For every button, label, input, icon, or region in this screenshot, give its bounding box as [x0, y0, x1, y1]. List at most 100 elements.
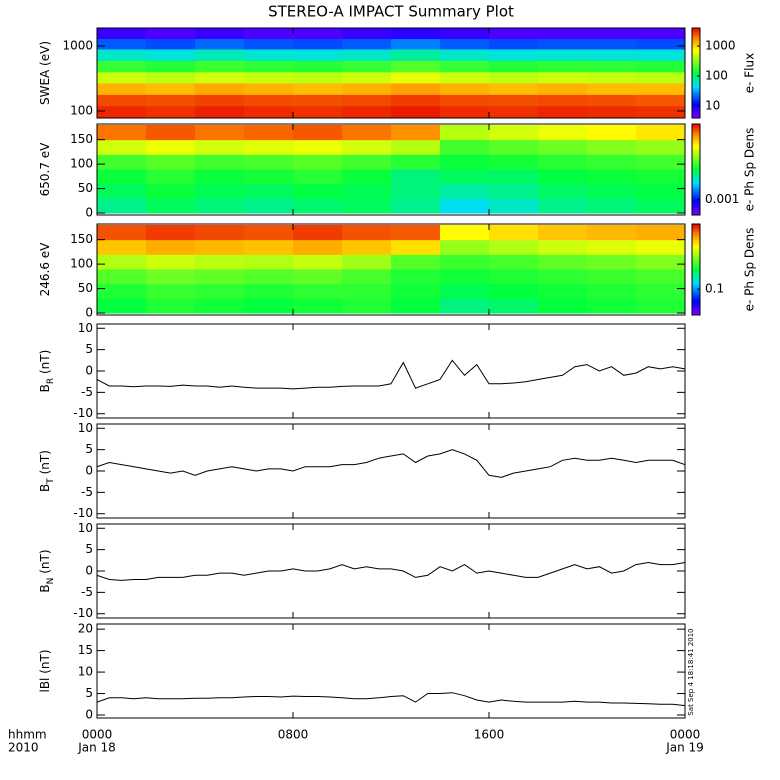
y-label-text: B: [38, 584, 52, 592]
heatmap-cell: [97, 94, 147, 107]
x-tick-label: 0800: [278, 728, 309, 742]
y-label-unit: (nT): [38, 450, 52, 474]
colorbar: [691, 123, 701, 216]
heatmap-cell: [538, 154, 588, 170]
heatmap-cell: [391, 139, 441, 155]
heatmap-cell: [440, 269, 490, 285]
heatmap-cell: [489, 105, 539, 118]
heatmap-cell: [293, 224, 343, 241]
heatmap-cell: [146, 283, 196, 299]
x-axis-year: 2010: [8, 741, 39, 755]
heatmap-cell: [636, 28, 685, 40]
y-tick-label: 5: [85, 686, 93, 700]
heatmap-cell: [391, 298, 441, 314]
heatmap-cell: [146, 28, 196, 40]
heatmap-cell: [489, 154, 539, 170]
data-line: [97, 449, 685, 478]
heatmap-cell: [489, 224, 539, 241]
heatmap-cell: [489, 139, 539, 155]
heatmap-cell: [489, 198, 539, 214]
x-tick-label: 0000: [82, 728, 113, 742]
heatmap-cell: [489, 38, 539, 50]
heatmap-cell: [146, 269, 196, 285]
heatmap-cell: [146, 239, 196, 255]
heatmap-cell: [195, 254, 245, 270]
heatmap-cell: [146, 38, 196, 50]
heatmap-cell: [342, 154, 392, 170]
heatmap-cell: [587, 105, 637, 118]
y-tick-label: 5: [85, 542, 93, 556]
heatmap-cell: [97, 269, 147, 285]
heatmap-cell: [195, 154, 245, 170]
heatmap-cell: [538, 183, 588, 199]
colorbar-tick-label: 0.1: [705, 282, 724, 296]
heatmap-cell: [538, 71, 588, 84]
y-axis-label: BR (nT): [38, 350, 56, 393]
heatmap-cell: [342, 269, 392, 285]
heatmap-cell: [97, 48, 147, 61]
heatmap-cell: [489, 239, 539, 255]
heatmap-cell: [97, 71, 147, 84]
y-label-unit: (nT): [38, 549, 52, 573]
heatmap-cell: [489, 82, 539, 95]
heatmap-cell: [636, 254, 685, 270]
y-label-text: 650.7 eV: [38, 142, 52, 197]
y-tick-label: 100: [70, 257, 93, 271]
y-tick-label: -5: [81, 585, 93, 599]
x-tick-label: 1600: [474, 728, 505, 742]
y-label-text: lBl (nT): [38, 649, 52, 692]
heatmap-cell: [97, 60, 147, 73]
heatmap-cell: [293, 154, 343, 170]
heatmap-cell: [440, 48, 490, 61]
heatmap-cell: [97, 124, 147, 141]
heatmap-cell: [97, 169, 147, 185]
heatmap-cell: [538, 124, 588, 141]
heatmap-cell: [146, 154, 196, 170]
colorbar-label: e- Flux: [743, 53, 757, 93]
heatmap-cell: [293, 183, 343, 199]
heatmap-cell: [146, 254, 196, 270]
heatmap-cell: [636, 82, 685, 95]
heatmap-cell: [587, 298, 637, 314]
y-tick-label: 0: [85, 464, 93, 478]
heatmap-cell: [489, 71, 539, 84]
heatmap-cell: [342, 71, 392, 84]
heatmap-cell: [538, 94, 588, 107]
heatmap-cell: [391, 94, 441, 107]
y-tick-label: 1000: [62, 38, 93, 52]
heatmap-cell: [146, 60, 196, 73]
heatmap-cell: [587, 139, 637, 155]
y-axis-label: 246.6 eV: [38, 242, 52, 297]
heatmap-cell: [195, 105, 245, 118]
heatmap-cell: [342, 283, 392, 299]
heatmap-cell: [440, 169, 490, 185]
heatmap-cell: [244, 298, 294, 314]
heatmap-cell: [195, 239, 245, 255]
heatmap-cell: [636, 139, 685, 155]
x-axis-label: hhmm: [8, 728, 47, 742]
heatmap-cell: [146, 124, 196, 141]
heatmap-cell: [391, 105, 441, 118]
heatmap-cell: [342, 239, 392, 255]
y-tick-label: 20: [78, 622, 93, 636]
heatmap-cell: [146, 183, 196, 199]
y-tick-label: -10: [73, 406, 93, 420]
heatmap-cell: [293, 169, 343, 185]
heatmap-cell: [97, 183, 147, 199]
heatmap-cell: [538, 239, 588, 255]
heatmap-cell: [489, 269, 539, 285]
heatmap-cell: [440, 198, 490, 214]
heatmap-cell: [440, 183, 490, 199]
colorbar-tick-label: 10: [705, 99, 720, 113]
heatmap-cell: [636, 94, 685, 107]
y-label-subscript: R: [46, 378, 56, 384]
heatmap-cell: [391, 198, 441, 214]
heatmap-cell: [489, 124, 539, 141]
heatmap-cell: [342, 38, 392, 50]
y-tick-label: 15: [78, 643, 93, 657]
panel-frame: [96, 223, 686, 316]
heatmap-cell: [391, 124, 441, 141]
heatmap-cell: [636, 239, 685, 255]
heatmap-cell: [440, 154, 490, 170]
heatmap-cell: [97, 239, 147, 255]
